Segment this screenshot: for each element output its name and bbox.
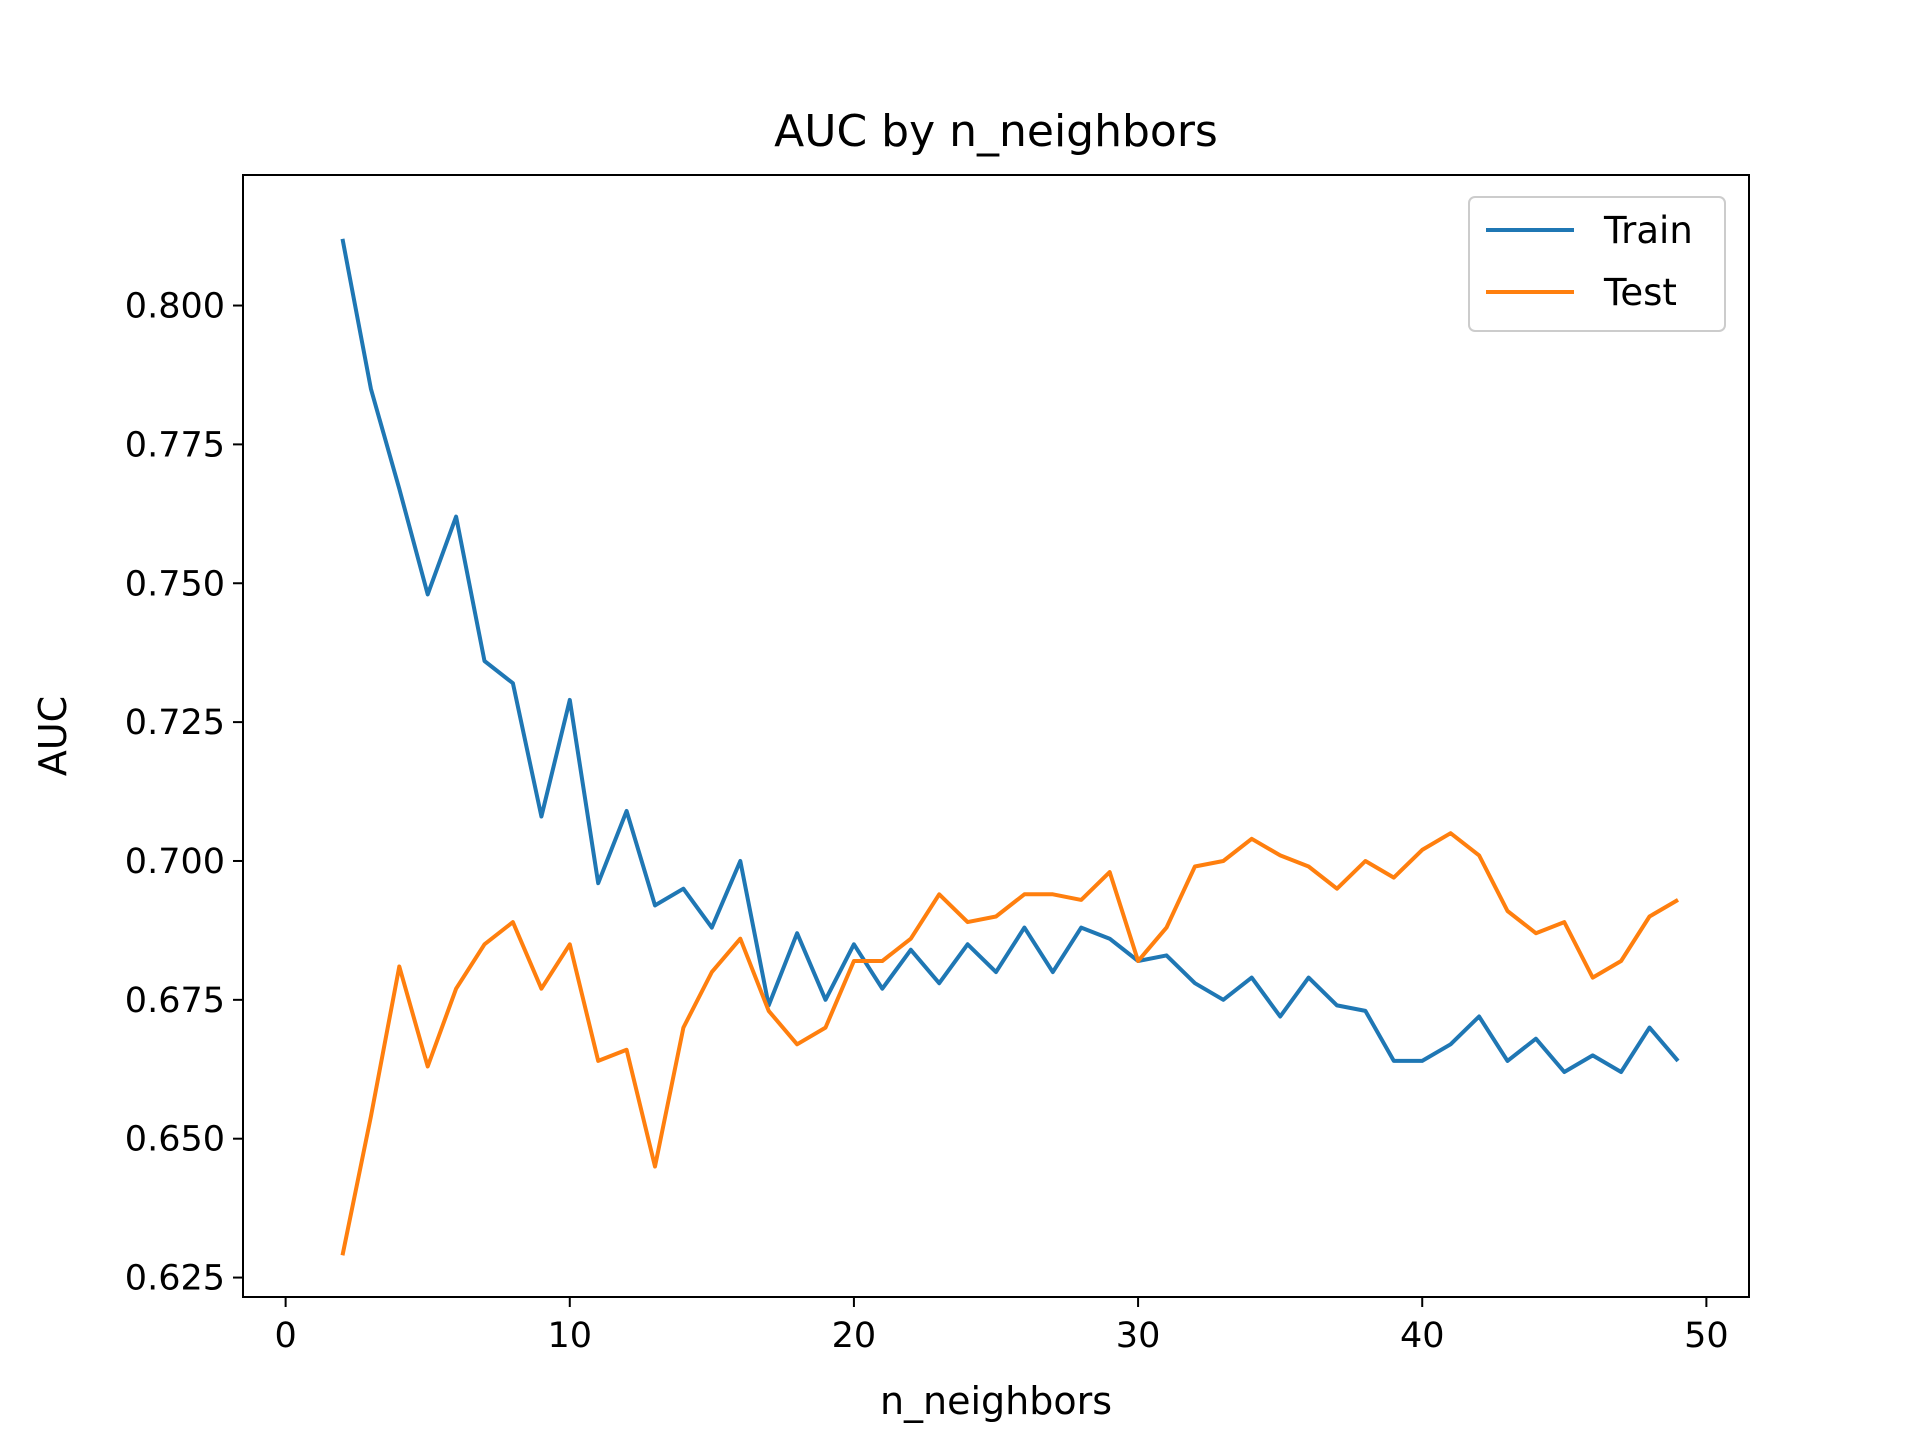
y-tick-label: 0.725 bbox=[125, 703, 225, 743]
legend-test-label: Test bbox=[1603, 271, 1677, 314]
x-axis-label: n_neighbors bbox=[880, 1379, 1112, 1423]
y-tick-label: 0.800 bbox=[125, 287, 225, 327]
x-tick-label: 10 bbox=[548, 1316, 593, 1356]
series-line-train bbox=[340, 238, 1680, 1074]
x-tick-label: 30 bbox=[1116, 1316, 1161, 1356]
y-tick-label: 0.650 bbox=[125, 1120, 225, 1160]
chart-title: AUC by n_neighbors bbox=[774, 106, 1218, 157]
y-axis-ticks: 0.625 0.650 0.675 0.700 0.725 0.750 0.775 0.800 bbox=[125, 287, 243, 1299]
legend: Train Test bbox=[1468, 196, 1726, 332]
y-axis-label: AUC bbox=[31, 696, 75, 776]
x-tick-label: 50 bbox=[1684, 1316, 1729, 1356]
x-tick-label: 20 bbox=[832, 1316, 877, 1356]
x-axis-ticks: 0 10 20 30 40 50 bbox=[274, 1297, 1729, 1356]
series-layer bbox=[340, 238, 1680, 1256]
x-tick-label: 0 bbox=[274, 1316, 296, 1356]
plot-frame bbox=[242, 174, 1750, 1298]
legend-train-label: Train bbox=[1603, 209, 1693, 252]
y-tick-label: 0.750 bbox=[125, 564, 225, 604]
y-tick-label: 0.775 bbox=[125, 425, 225, 465]
series-line-test bbox=[340, 831, 1680, 1256]
x-tick-label: 40 bbox=[1400, 1316, 1445, 1356]
y-tick-label: 0.700 bbox=[125, 842, 225, 882]
y-tick-label: 0.675 bbox=[125, 981, 225, 1021]
y-tick-label: 0.625 bbox=[125, 1259, 225, 1299]
